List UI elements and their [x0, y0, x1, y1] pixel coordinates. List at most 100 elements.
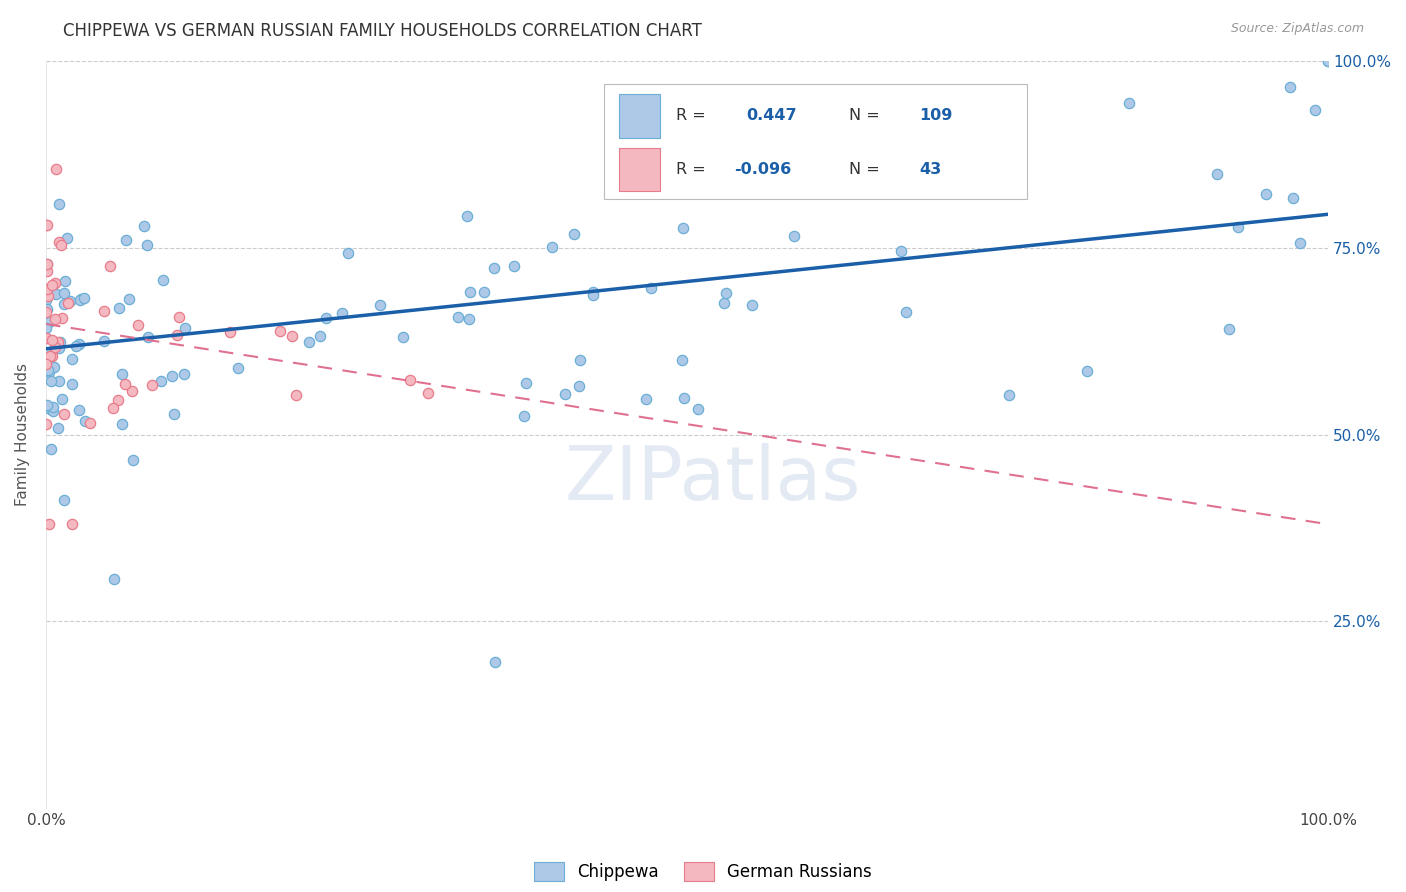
Point — [568, 353, 591, 368]
Point — [52, 297, 75, 311]
Point — [48, 196, 70, 211]
Point — [38, 517, 60, 532]
Point — [35, 321, 58, 335]
Point — [51, 311, 73, 326]
Point — [896, 304, 918, 318]
Point — [132, 219, 155, 234]
Point — [35, 357, 58, 371]
Point — [98, 259, 121, 273]
Point — [35, 219, 58, 233]
Point — [35, 351, 58, 365]
Point — [135, 237, 157, 252]
Point — [783, 229, 806, 244]
Text: N =: N = — [849, 161, 879, 177]
Point — [46, 334, 69, 349]
Point — [41, 349, 63, 363]
Point — [226, 360, 249, 375]
Point — [35, 257, 58, 271]
Point — [1282, 191, 1305, 205]
Point — [582, 288, 605, 302]
Point — [173, 367, 195, 381]
Point — [1305, 103, 1327, 117]
Point — [1278, 80, 1301, 95]
Point — [45, 162, 67, 177]
Point — [121, 453, 143, 467]
Point — [1227, 220, 1250, 235]
Point — [166, 328, 188, 343]
Point — [35, 331, 58, 345]
Point — [174, 321, 197, 335]
Point — [1288, 236, 1310, 251]
Point — [111, 368, 134, 382]
Point — [107, 392, 129, 407]
Point — [741, 298, 763, 312]
Point — [315, 311, 337, 326]
Point — [67, 402, 90, 417]
Point — [167, 310, 190, 325]
Point — [1076, 363, 1098, 377]
Point — [997, 388, 1019, 402]
Point — [1317, 54, 1340, 69]
Point — [298, 334, 321, 349]
Point — [41, 277, 63, 292]
Point — [53, 274, 76, 288]
Point — [65, 339, 87, 353]
Point — [114, 376, 136, 391]
Point — [103, 572, 125, 586]
Point — [502, 259, 524, 273]
Point — [447, 310, 470, 324]
Point — [152, 273, 174, 287]
Point — [44, 277, 66, 291]
Point — [53, 285, 76, 300]
Point — [713, 295, 735, 310]
Point — [458, 312, 481, 326]
Point — [688, 401, 710, 416]
Point — [37, 264, 59, 278]
Point — [44, 312, 66, 326]
Bar — [619, 147, 661, 191]
Point — [52, 492, 75, 507]
Point — [35, 293, 58, 307]
Point — [640, 281, 662, 295]
Point — [35, 256, 58, 270]
Point — [127, 318, 149, 332]
Point — [45, 286, 67, 301]
Point — [482, 261, 505, 276]
Point — [35, 301, 58, 316]
Point — [309, 329, 332, 343]
Point — [67, 337, 90, 351]
Point — [336, 246, 359, 260]
Point — [136, 330, 159, 344]
Point — [38, 365, 60, 379]
Point — [284, 388, 307, 402]
Point — [150, 374, 173, 388]
Text: CHIPPEWA VS GERMAN RUSSIAN FAMILY HOUSEHOLDS CORRELATION CHART: CHIPPEWA VS GERMAN RUSSIAN FAMILY HOUSEH… — [63, 22, 702, 40]
Point — [484, 656, 506, 670]
Point — [42, 360, 65, 375]
Point — [37, 363, 59, 377]
Point — [79, 416, 101, 430]
Point — [540, 240, 562, 254]
Point — [281, 329, 304, 343]
Point — [35, 354, 58, 368]
Y-axis label: Family Households: Family Households — [15, 363, 30, 506]
Point — [160, 368, 183, 383]
Point — [673, 391, 696, 405]
Point — [41, 333, 63, 347]
Text: ZIPatlas: ZIPatlas — [565, 443, 860, 516]
Point — [35, 316, 58, 330]
Text: 0.447: 0.447 — [747, 109, 797, 123]
Point — [398, 373, 420, 387]
Point — [107, 301, 129, 315]
Point — [39, 442, 62, 456]
Point — [60, 352, 83, 367]
Point — [93, 304, 115, 318]
Point — [35, 305, 58, 319]
Point — [368, 298, 391, 312]
FancyBboxPatch shape — [603, 84, 1026, 199]
Point — [562, 227, 585, 241]
Text: Source: ZipAtlas.com: Source: ZipAtlas.com — [1230, 22, 1364, 36]
Point — [513, 409, 536, 423]
Point — [671, 353, 693, 368]
Point — [70, 292, 93, 306]
